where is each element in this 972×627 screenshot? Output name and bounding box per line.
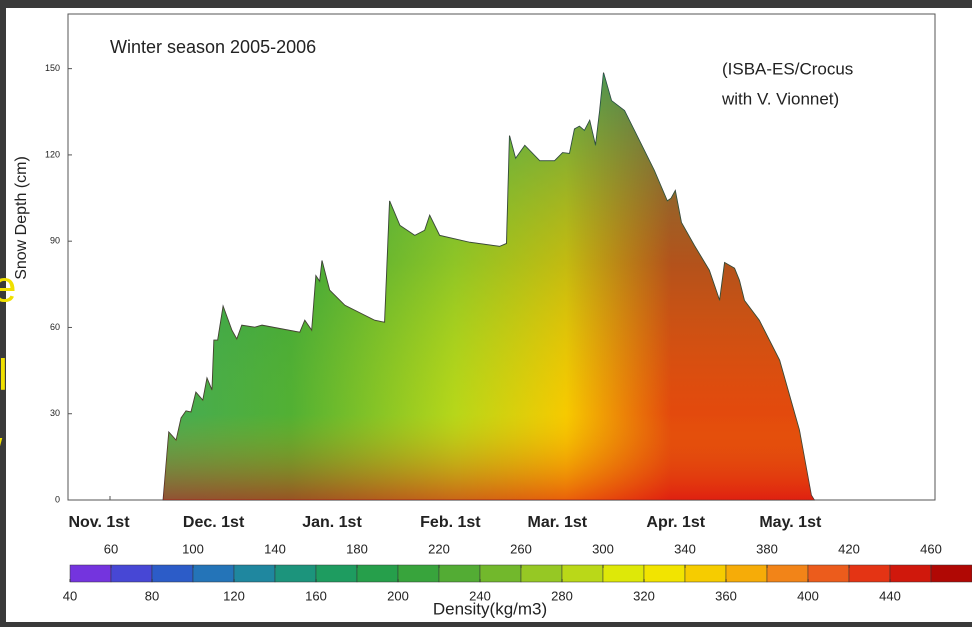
chart-title: Winter season 2005-2006 [110, 37, 316, 57]
slide-fragment: l [0, 351, 8, 400]
colorbar-tick-label: 140 [264, 541, 286, 556]
x-tick-label: May. 1st [759, 514, 822, 531]
colorbar-tick-label: 40 [63, 588, 77, 603]
colorbar-tick-label: 320 [633, 588, 655, 603]
slide-fragment: / [0, 431, 3, 480]
colorbar-tick-label: 360 [715, 588, 737, 603]
colorbar-tick-label: 180 [346, 541, 368, 556]
y-tick-label: 30 [50, 408, 60, 418]
colorbar-cell [684, 564, 727, 583]
colorbar-tick-label: 440 [879, 588, 901, 603]
colorbar-tick-label: 420 [838, 541, 860, 556]
colorbar-cell [520, 564, 563, 583]
colorbar-cell [151, 564, 194, 583]
y-axis-label: Snow Depth (cm) [13, 156, 30, 280]
colorbar-tick-label: 200 [387, 588, 409, 603]
colorbar-cell [807, 564, 850, 583]
colorbar-cell [356, 564, 399, 583]
slide-fragment: e [0, 263, 16, 312]
annotation: (ISBA-ES/Crocus [722, 59, 853, 78]
x-tick-label: Dec. 1st [183, 514, 245, 531]
colorbar-cell [274, 564, 317, 583]
colorbar-tick-label: 280 [551, 588, 573, 603]
colorbar-cell [438, 564, 481, 583]
colorbar-cell [725, 564, 768, 583]
colorbar-cell [69, 564, 112, 583]
colorbar-tick-label: 80 [145, 588, 159, 603]
x-tick-label: Feb. 1st [420, 514, 481, 531]
colorbar-tick-label: 220 [428, 541, 450, 556]
y-tick-label: 90 [50, 236, 60, 246]
colorbar-tick-label: 240 [469, 588, 491, 603]
colorbar-cell [233, 564, 276, 583]
colorbar-tick-label: 120 [223, 588, 245, 603]
x-tick-label: Apr. 1st [646, 514, 705, 531]
colorbar-cell [602, 564, 645, 583]
x-tick-label: Nov. 1st [68, 514, 130, 531]
y-tick-label: 150 [45, 63, 60, 73]
colorbar-cell [192, 564, 235, 583]
colorbar-label: Density(kg/m3) [433, 599, 547, 618]
colorbar-cell [848, 564, 891, 583]
y-tick-label: 0 [55, 494, 60, 504]
colorbar-cell [315, 564, 358, 583]
annotation: with V. Vionnet) [721, 89, 839, 108]
colorbar-tick-label: 400 [797, 588, 819, 603]
colorbar-cell [110, 564, 153, 583]
colorbar-tick-label: 260 [510, 541, 532, 556]
colorbar-cell [479, 564, 522, 583]
x-tick-label: Jan. 1st [302, 514, 362, 531]
colorbar-cell [397, 564, 440, 583]
colorbar-cell [561, 564, 604, 583]
colorbar-cell [889, 564, 932, 583]
colorbar-cell [766, 564, 809, 583]
colorbar-tick-label: 160 [305, 588, 327, 603]
y-tick-label: 120 [45, 149, 60, 159]
snow-area-shading [163, 72, 815, 500]
colorbar-tick-label: 100 [182, 541, 204, 556]
colorbar-tick-label: 460 [920, 541, 942, 556]
colorbar-tick-label: 60 [104, 541, 118, 556]
colorbar-cell [930, 564, 972, 583]
colorbar-cell [643, 564, 686, 583]
colorbar-tick-label: 300 [592, 541, 614, 556]
y-tick-label: 60 [50, 322, 60, 332]
colorbar-tick-label: 340 [674, 541, 696, 556]
x-tick-label: Mar. 1st [528, 514, 588, 531]
colorbar-tick-label: 380 [756, 541, 778, 556]
